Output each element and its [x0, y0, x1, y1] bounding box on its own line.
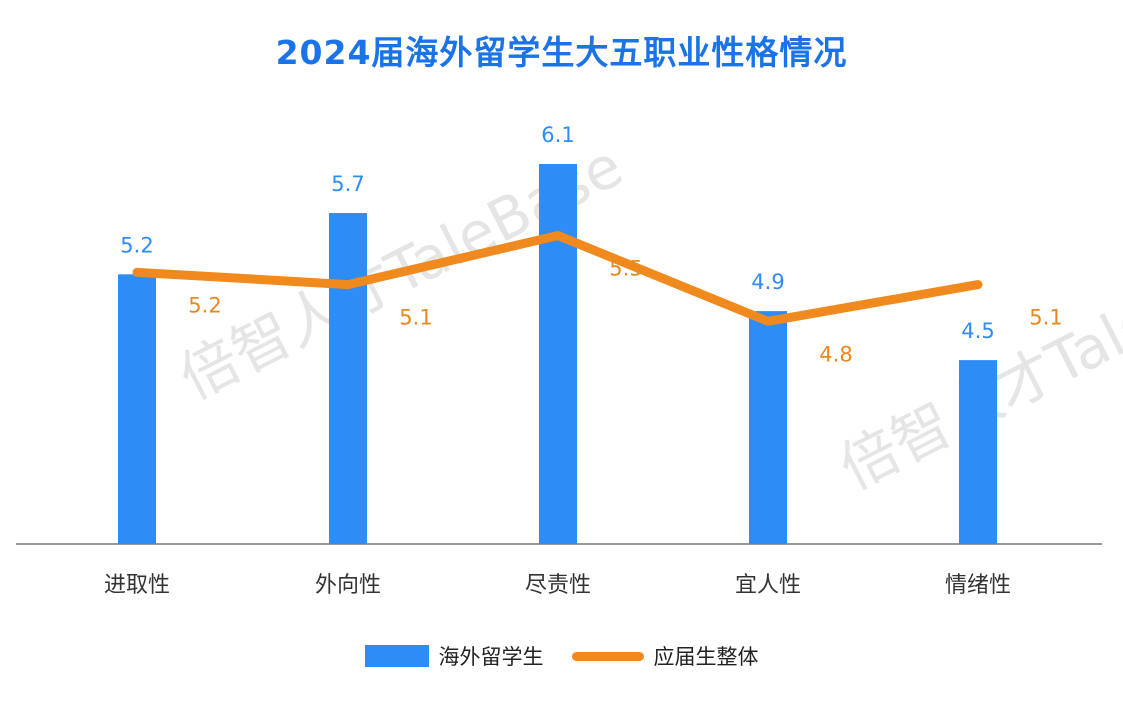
- line-value-label: 5.5: [609, 257, 642, 281]
- legend-item-bar[interactable]: 海外留学生: [364, 641, 544, 671]
- bar-value-label: 4.9: [751, 270, 784, 294]
- x-tick-label: 宜人性: [735, 573, 801, 598]
- x-tick-label: 外向性: [315, 573, 381, 598]
- line-value-label: 5.1: [1029, 306, 1062, 330]
- x-tick-label: 进取性: [104, 573, 170, 598]
- legend-swatch-line: [571, 651, 644, 661]
- legend-item-line[interactable]: 应届生整体: [571, 641, 759, 671]
- x-tick-labels: 进取性 外向性 尽责性 宜人性 情绪性: [104, 573, 1011, 598]
- line-path: [132, 231, 983, 326]
- bar-series: [118, 164, 997, 544]
- line-series: [132, 231, 983, 326]
- bar-value-label: 4.5: [961, 319, 994, 343]
- bar-外向性: [329, 213, 367, 544]
- bar-情绪性: [959, 360, 997, 544]
- bar-value-label: 5.2: [120, 233, 153, 257]
- data-labels: 5.2 5.7 6.1 4.9 4.5 5.2 5.1 5.5 4.8 5.1: [120, 123, 1062, 366]
- bar-宜人性: [749, 311, 787, 544]
- line-value-label: 5.2: [188, 293, 221, 317]
- chart-title: 2024届海外留学生大五职业性格情况: [275, 33, 848, 72]
- legend-label-bar: 海外留学生: [438, 645, 544, 669]
- x-tick-label: 尽责性: [525, 573, 591, 598]
- legend: 海外留学生 应届生整体: [0, 641, 1123, 671]
- bar-进取性: [118, 274, 156, 544]
- x-tick-label: 情绪性: [945, 573, 1011, 598]
- bar-尽责性: [539, 164, 577, 544]
- legend-swatch-bar: [364, 645, 429, 667]
- line-value-label: 4.8: [819, 342, 852, 366]
- bar-value-label: 6.1: [541, 123, 574, 147]
- legend-label-line: 应届生整体: [653, 645, 759, 669]
- line-value-label: 5.1: [399, 306, 432, 330]
- bar-value-label: 5.7: [331, 172, 364, 196]
